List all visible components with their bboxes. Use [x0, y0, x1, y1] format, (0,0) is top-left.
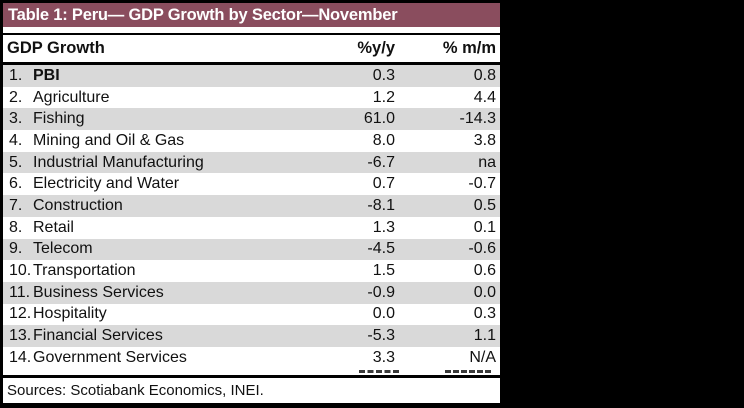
- row-label: Mining and Oil & Gas: [33, 131, 185, 149]
- table-row: 6. Electricity and Water 0.7 -0.7: [3, 173, 500, 196]
- table-row: 13. Financial Services -5.3 1.1: [3, 325, 500, 347]
- row-mom-value: 0.6: [473, 262, 496, 280]
- row-label: Financial Services: [33, 327, 163, 345]
- clipped-glyph-tops: [359, 369, 399, 373]
- table-row: 11. Business Services -0.9 0.0: [3, 281, 500, 304]
- row-label: Government Services: [33, 348, 187, 366]
- row-mom-value: na: [478, 153, 496, 171]
- row-label: Agriculture: [33, 88, 110, 106]
- row-yoy-value: 3.3: [372, 348, 395, 366]
- clipped-glyph-tops: [445, 369, 491, 373]
- row-yoy-value: 8.0: [372, 131, 395, 149]
- row-mom-value: -14.3: [459, 110, 496, 128]
- row-number: 3.: [9, 110, 23, 128]
- row-yoy-value: 0.0: [372, 305, 395, 323]
- clipped-row-artifact: [3, 368, 500, 375]
- row-number: 14.: [9, 348, 32, 366]
- row-label: Fishing: [33, 110, 85, 128]
- table-row: 8. Retail 1.3 0.1: [3, 216, 500, 239]
- column-header-row: GDP Growth %y/y % m/m: [3, 35, 500, 62]
- table-row: 9. Telecom -4.5 -0.6: [3, 238, 500, 261]
- top-rule: [3, 33, 500, 35]
- row-number: 1.: [9, 66, 23, 84]
- row-mom-value: 0.1: [473, 218, 496, 236]
- row-yoy-value: -8.1: [367, 196, 395, 214]
- row-mom-value: -0.7: [468, 175, 496, 193]
- row-label: Industrial Manufacturing: [33, 153, 204, 171]
- table-row: 3. Fishing 61.0 -14.3: [3, 108, 500, 131]
- row-mom-value: 3.8: [473, 131, 496, 149]
- table-row: 7. Construction -8.1 0.5: [3, 195, 500, 217]
- table-row: 10. Transportation 1.5 0.6: [3, 260, 500, 282]
- row-number: 10.: [9, 262, 32, 280]
- row-mom-value: 4.4: [473, 88, 496, 106]
- row-number: 13.: [9, 327, 32, 345]
- table-row: 14. Government Services 3.3 N/A: [3, 346, 500, 369]
- row-number: 9.: [9, 240, 23, 258]
- row-label: PBI: [33, 66, 60, 84]
- column-header-yoy: %y/y: [357, 39, 395, 57]
- table-row: 12. Hospitality 0.0 0.3: [3, 303, 500, 326]
- gdp-table-card: Table 1: Peru— GDP Growth by Sector—Nove…: [0, 0, 503, 405]
- row-yoy-value: 1.3: [372, 218, 395, 236]
- row-label: Telecom: [33, 240, 93, 258]
- column-header-label: GDP Growth: [7, 39, 105, 57]
- row-mom-value: 0.5: [473, 196, 496, 214]
- row-number: 5.: [9, 153, 23, 171]
- row-yoy-value: -6.7: [367, 153, 395, 171]
- row-yoy-value: -0.9: [367, 283, 395, 301]
- row-yoy-value: 0.7: [372, 175, 395, 193]
- row-yoy-value: 61.0: [363, 110, 395, 128]
- row-yoy-value: 1.2: [372, 88, 395, 106]
- row-number: 7.: [9, 196, 23, 214]
- row-number: 6.: [9, 175, 23, 193]
- footer-rule: [3, 374, 500, 378]
- row-label: Retail: [33, 218, 74, 236]
- row-yoy-value: -4.5: [367, 240, 395, 258]
- table-row: 2. Agriculture 1.2 4.4: [3, 86, 500, 109]
- row-yoy-value: 0.3: [372, 66, 395, 84]
- table-row: 5. Industrial Manufacturing -6.7 na: [3, 151, 500, 174]
- table-title-bar: Table 1: Peru— GDP Growth by Sector—Nove…: [3, 3, 500, 27]
- column-header-mom: % m/m: [442, 39, 496, 57]
- row-mom-value: 0.3: [473, 305, 496, 323]
- row-mom-value: 0.0: [473, 283, 496, 301]
- row-number: 8.: [9, 218, 23, 236]
- table-body: 1. PBI 0.3 0.8 2. Agriculture 1.2 4.4 3.…: [3, 65, 500, 369]
- row-number: 12.: [9, 305, 32, 323]
- row-yoy-value: 1.5: [372, 262, 395, 280]
- row-mom-value: -0.6: [468, 240, 496, 258]
- row-label: Construction: [33, 196, 123, 214]
- header-rule: [3, 62, 500, 65]
- row-label: Hospitality: [33, 305, 107, 323]
- row-number: 11.: [9, 283, 31, 301]
- row-yoy-value: -5.3: [367, 327, 395, 345]
- row-label: Electricity and Water: [33, 175, 180, 193]
- title-gap: [3, 27, 500, 33]
- row-number: 2.: [9, 88, 23, 106]
- row-number: 4.: [9, 131, 23, 149]
- table-row: 4. Mining and Oil & Gas 8.0 3.8: [3, 130, 500, 152]
- row-mom-value: 1.1: [473, 327, 496, 345]
- row-mom-value: 0.8: [473, 66, 496, 84]
- row-label: Transportation: [33, 262, 136, 280]
- row-mom-value: N/A: [469, 348, 496, 366]
- sources-line: Sources: Scotiabank Economics, INEI.: [3, 377, 500, 403]
- table-row: 1. PBI 0.3 0.8: [3, 65, 500, 87]
- row-label: Business Services: [33, 283, 164, 301]
- table-title: Table 1: Peru— GDP Growth by Sector—Nove…: [8, 6, 398, 24]
